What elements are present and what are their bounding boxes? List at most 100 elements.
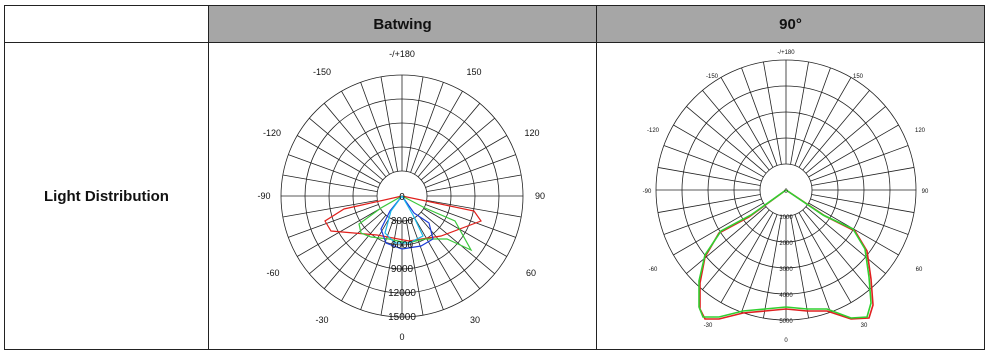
- ninety-grid-spoke: [673, 124, 764, 178]
- batwing-plot-cell: -/+180 -150 150 -120 120 -90 90 -60 60 -…: [208, 42, 597, 350]
- ninety-radial-3000: 3000: [779, 267, 793, 273]
- batwing-grid-spoke: [380, 76, 399, 172]
- batwing-label-neg60: -60: [266, 268, 279, 278]
- ninety-grid-spoke: [798, 77, 852, 168]
- batwing-grid-spoke: [282, 174, 378, 193]
- ninety-curves: [698, 189, 874, 320]
- batwing-grid-spoke: [323, 103, 387, 178]
- ninety-grid-spoke: [805, 206, 886, 274]
- ninety-grid-spoke: [810, 198, 909, 235]
- batwing-radial-15000: 15000: [388, 312, 416, 323]
- batwing-label-180: -/+180: [389, 49, 415, 59]
- batwing-blue-curve: [380, 195, 434, 250]
- ninety-grid-spoke: [805, 106, 886, 174]
- ninety-red-curve: [699, 189, 874, 320]
- ninety-label-90: 90: [922, 189, 929, 195]
- ninety-grid-spoke: [720, 77, 774, 168]
- batwing-label-neg30: -30: [315, 315, 328, 325]
- ninety-label-60: 60: [916, 267, 923, 273]
- batwing-curves: [324, 195, 482, 252]
- batwing-grid-spoke: [417, 214, 481, 289]
- batwing-grid-spoke: [425, 204, 516, 238]
- batwing-cyan-curve: [384, 195, 424, 244]
- batwing-grid-spoke: [360, 219, 394, 310]
- batwing-red-curve: [324, 195, 482, 242]
- ninety-grid-spoke: [702, 90, 770, 171]
- ninety-grid-spoke: [794, 214, 831, 313]
- ninety-grid-spoke: [790, 215, 809, 319]
- ninety-label-150: 150: [853, 74, 864, 80]
- ninety-grid-spoke: [763, 61, 782, 165]
- batwing-grid-spoke: [323, 214, 387, 289]
- batwing-grid-spoke: [420, 117, 495, 181]
- ninety-polar-grid: [655, 59, 917, 321]
- ninety-label-neg30: -30: [704, 323, 713, 329]
- batwing-label-90: 90: [535, 191, 545, 201]
- light-distribution-row: Light Distribution: [4, 42, 985, 350]
- batwing-grid-spoke: [426, 199, 522, 218]
- batwing-label-30: 30: [470, 315, 480, 325]
- batwing-grid-spoke: [414, 91, 463, 175]
- ninety-label-neg150: -150: [706, 74, 719, 80]
- ninety-radial-0: 0: [784, 189, 788, 195]
- header-blank-cell: [4, 5, 209, 43]
- batwing-grid-spoke: [297, 208, 381, 257]
- ninety-label-120: 120: [915, 128, 926, 134]
- row-label-light-distribution: Light Distribution: [4, 42, 209, 350]
- ninety-radial-5000: 5000: [779, 319, 793, 325]
- ninety-grid-spoke: [763, 215, 782, 319]
- batwing-angle-labels: -/+180 -150 150 -120 120 -90 90 -60 60 -…: [257, 49, 545, 342]
- spec-table: Batwing 90° Light Distribution: [4, 5, 985, 350]
- batwing-label-60: 60: [526, 268, 536, 278]
- ninety-grid-spoke: [810, 145, 909, 182]
- ninety-grid-spoke: [794, 67, 831, 166]
- ninety-grid-spoke: [686, 106, 767, 174]
- batwing-label-150: 150: [466, 67, 481, 77]
- batwing-label-neg120: -120: [263, 128, 281, 138]
- batwing-radial-3000: 3000: [391, 216, 414, 227]
- batwing-label-120: 120: [524, 128, 539, 138]
- batwing-label-neg90: -90: [257, 191, 270, 201]
- batwing-grid-spoke: [410, 219, 444, 310]
- ninety-green-curve: [698, 189, 872, 319]
- ninety-grid-spoke: [802, 209, 870, 290]
- ninety-grid-spoke: [702, 209, 770, 290]
- batwing-radial-9000: 9000: [391, 264, 414, 275]
- ninety-grid-spoke: [811, 167, 915, 186]
- batwing-grid-spoke: [425, 154, 516, 188]
- batwing-grid-spoke: [288, 154, 379, 188]
- batwing-grid-spoke: [405, 220, 424, 316]
- batwing-radial-6000: 6000: [391, 240, 414, 251]
- ninety-grid-spoke: [741, 67, 778, 166]
- batwing-label-neg150: -150: [313, 67, 331, 77]
- header-row: Batwing 90°: [4, 5, 985, 43]
- ninety-label-neg60: -60: [649, 267, 658, 273]
- ninety-grid-spoke: [657, 167, 761, 186]
- batwing-radial-12000: 12000: [388, 288, 416, 299]
- batwing-grid-spoke: [341, 91, 390, 175]
- ninety-label-neg120: -120: [647, 128, 660, 134]
- batwing-radial-0: 0: [399, 192, 405, 203]
- ninety-label-180: -/+180: [777, 50, 795, 56]
- batwing-grid-spoke: [297, 135, 381, 184]
- column-header-90: 90°: [596, 5, 985, 43]
- ninety-label-30: 30: [861, 323, 868, 329]
- batwing-grid-spoke: [423, 208, 507, 257]
- ninety-angle-labels: -/+180 -150 150 -120 120 -90 90 -60 60 -…: [643, 50, 929, 344]
- batwing-grid-spoke: [288, 204, 379, 238]
- batwing-label-0-angle: 0: [399, 332, 404, 342]
- ninety-radial-2000: 2000: [779, 241, 793, 247]
- ninety-grid-spoke: [663, 198, 762, 235]
- ninety-grid-spoke: [686, 206, 767, 274]
- ninety-grid-spoke: [741, 214, 778, 313]
- batwing-radial-labels: 0 3000 6000 9000 12000 15000: [388, 192, 416, 323]
- batwing-grid-spoke: [423, 135, 507, 184]
- batwing-grid-spoke: [417, 103, 481, 178]
- ninety-grid-spoke: [811, 194, 915, 213]
- batwing-grid-spoke: [309, 211, 384, 275]
- batwing-grid-spoke: [309, 117, 384, 181]
- column-header-batwing: Batwing: [208, 5, 597, 43]
- ninety-radial-4000: 4000: [779, 293, 793, 299]
- ninety-grid-spoke: [657, 194, 761, 213]
- batwing-grid-spoke: [405, 76, 424, 172]
